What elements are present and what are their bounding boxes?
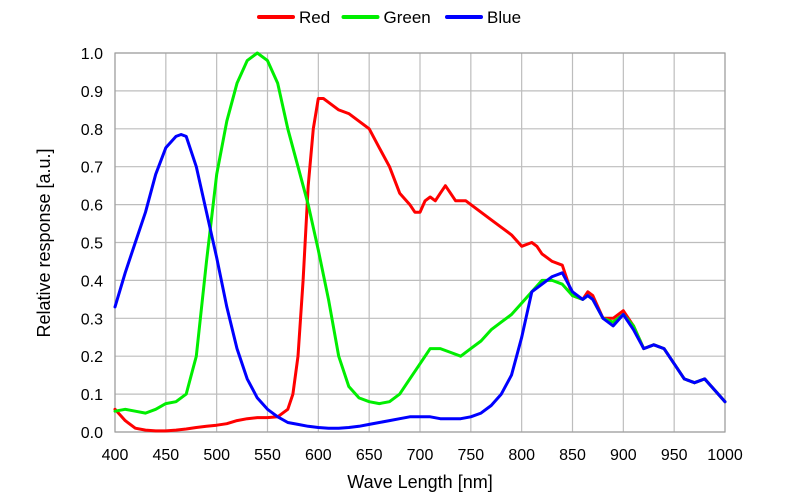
y-tick-label: 0.1 [81,387,103,404]
legend-label: Red [299,8,330,27]
legend-item-green: Green [341,8,431,27]
x-tick-label: 650 [356,447,383,464]
x-tick-labels: 400 450 500 550 600 650 700 750 800 850 900 950 1000 [102,447,743,464]
y-tick-label: 0.3 [81,311,103,328]
y-tick-label: 0.4 [81,273,103,290]
legend-item-red: Red [257,8,330,27]
y-tick-label: 0.5 [81,236,103,253]
series-lines [113,51,727,433]
x-tick-label: 750 [457,447,484,464]
grid [114,52,726,433]
legend-label: Green [384,8,431,27]
x-tick-label: 700 [407,447,434,464]
y-tick-label: 0.6 [81,198,103,215]
legend-label: Blue [487,8,521,27]
y-tick-label: 0.9 [81,84,103,101]
x-tick-label: 800 [508,447,535,464]
x-tick-label: 900 [610,447,637,464]
x-axis-label: Wave Length [nm] [347,472,492,492]
y-tick-label: 0.0 [81,425,103,442]
y-tick-label: 0.7 [81,160,103,177]
plot-frame [114,52,726,433]
y-tick-label: 0.2 [81,349,103,366]
y-tick-label: 0.8 [81,122,103,139]
legend-item-blue: Blue [445,8,521,27]
legend: Red Green Blue [257,8,521,27]
x-tick-label: 850 [559,447,586,464]
x-tick-label: 400 [102,447,129,464]
series-line-blue [113,133,727,430]
x-tick-label: 550 [254,447,281,464]
y-tick-label: 1.0 [81,46,103,63]
x-tick-label: 1000 [707,447,743,464]
x-tick-label: 600 [305,447,332,464]
x-tick-label: 950 [661,447,688,464]
x-tick-label: 450 [152,447,179,464]
y-axis-label: Relative response [a.u.] [34,148,54,337]
y-tick-labels: 0.0 0.1 0.2 0.3 0.4 0.5 0.6 0.7 0.8 0.9 1.0 [81,46,103,442]
x-tick-label: 500 [203,447,230,464]
